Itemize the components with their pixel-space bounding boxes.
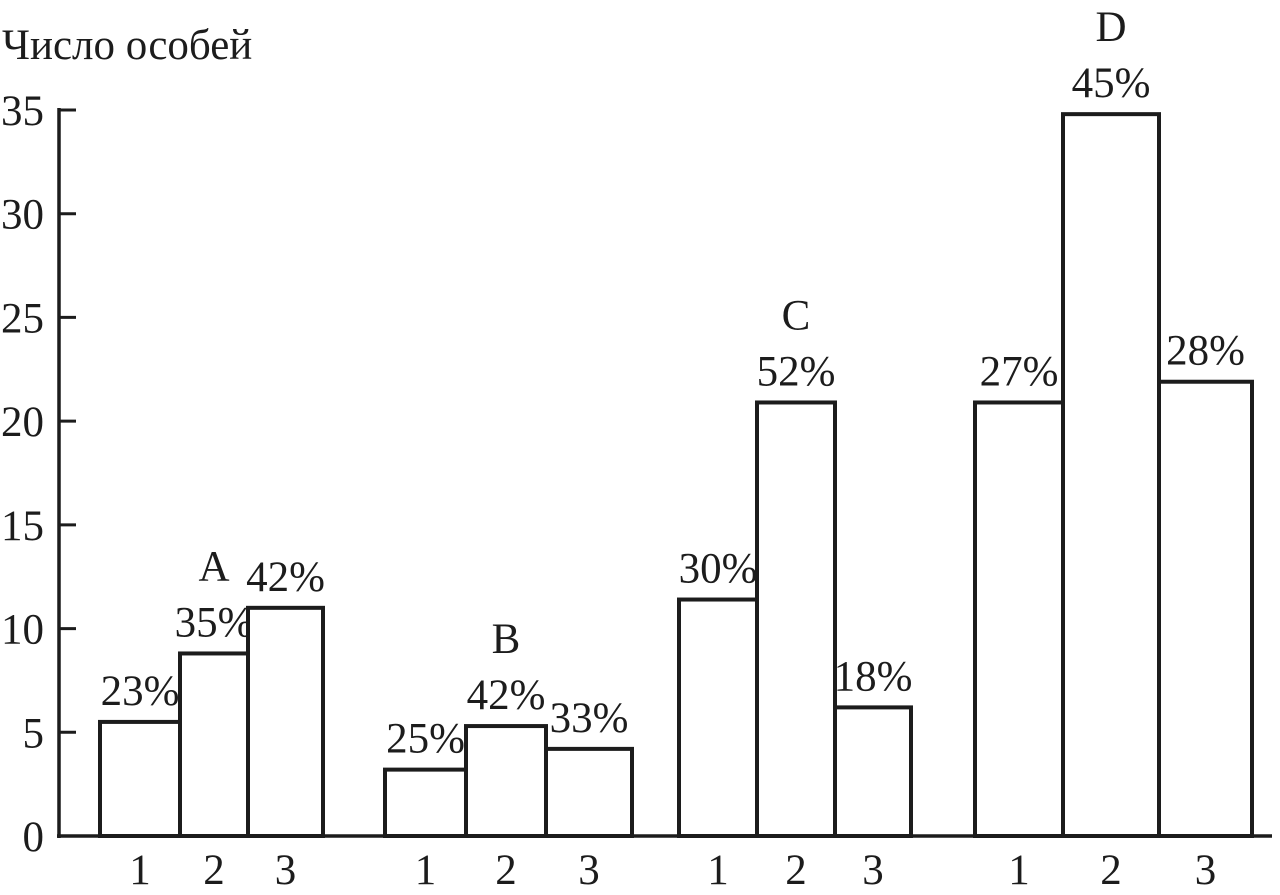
x-tick-label: 3: [862, 847, 884, 894]
group-label: A: [198, 543, 229, 590]
y-tick-label: 5: [23, 710, 45, 757]
bar-percent-label: 23%: [101, 668, 180, 715]
x-tick-label: 2: [785, 847, 807, 894]
bar: [98, 719, 182, 839]
y-tick-label: 25: [1, 295, 44, 342]
x-tick-label: 2: [495, 847, 517, 894]
bar: [973, 400, 1065, 838]
bar: [755, 400, 837, 838]
bar-percent-label: 45%: [1072, 60, 1151, 107]
y-tick-label: 35: [1, 88, 44, 135]
x-tick-label: 3: [275, 847, 297, 894]
bar: [383, 767, 468, 839]
y-tick-label: 10: [1, 607, 44, 654]
y-tick-label: 30: [1, 192, 44, 239]
bar-percent-label: 25%: [386, 716, 465, 763]
bar-percent-label: 30%: [679, 546, 758, 593]
group-label: D: [1095, 4, 1126, 51]
bar: [464, 724, 548, 839]
bar: [1157, 379, 1254, 838]
x-tick-label: 1: [415, 847, 437, 894]
x-tick-label: 2: [1100, 847, 1122, 894]
y-tick-label: 20: [1, 399, 44, 446]
bar: [178, 651, 250, 838]
bar-percent-label: 42%: [467, 672, 546, 719]
group-label: C: [782, 292, 811, 339]
y-axis-title: Число особей: [2, 22, 253, 69]
x-tick-label: 3: [578, 847, 600, 894]
bar-percent-label: 42%: [246, 554, 325, 601]
bar-percent-label: 33%: [550, 695, 629, 742]
y-tick-label: 15: [1, 503, 44, 550]
group-label: B: [492, 616, 521, 663]
bar-percent-label: 18%: [834, 653, 913, 700]
bar-percent-label: 28%: [1166, 328, 1245, 375]
x-tick-label: 3: [1195, 847, 1217, 894]
x-tick-label: 1: [129, 847, 151, 894]
bar: [1061, 112, 1161, 839]
bar: [544, 746, 634, 839]
x-tick-label: 1: [707, 847, 729, 894]
bar: [246, 605, 325, 838]
bar: [677, 597, 759, 838]
y-tick-label: 0: [23, 814, 45, 861]
x-tick-label: 1: [1008, 847, 1030, 894]
bar-percent-label: 35%: [175, 599, 254, 646]
bar: [833, 705, 913, 838]
bar-percent-label: 27%: [980, 348, 1059, 395]
x-tick-label: 2: [203, 847, 225, 894]
bar-percent-label: 52%: [757, 348, 836, 395]
